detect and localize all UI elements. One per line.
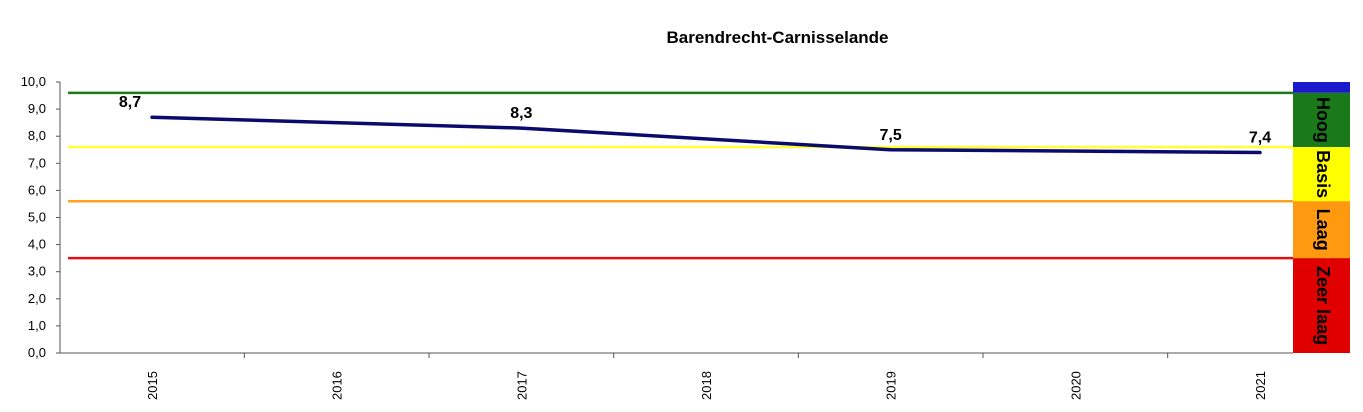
y-tick-label-3: 3,0 xyxy=(28,264,46,279)
data-label-2021: 7,4 xyxy=(1249,129,1271,146)
y-tick-label-10: 10,0 xyxy=(21,74,46,89)
x-tick-label-2018: 2018 xyxy=(699,371,714,400)
series-line-0 xyxy=(150,115,1262,155)
band-1 xyxy=(1293,92,1350,148)
band-label-3: Laag xyxy=(1313,209,1333,251)
y-tick-label-4: 4,0 xyxy=(28,237,46,252)
data-label-2015: 8,7 xyxy=(119,94,141,111)
chart-title: Barendrecht-Carnisselande xyxy=(666,28,889,47)
y-tick-label-6: 6,0 xyxy=(28,182,46,197)
data-point-2019 xyxy=(889,148,893,152)
data-label-2017: 8,3 xyxy=(510,105,532,122)
band-label-1: Hoog xyxy=(1313,97,1333,143)
x-tick-label-2020: 2020 xyxy=(1068,371,1083,400)
y-tick-label-0: 0,0 xyxy=(28,345,46,360)
band-label-2: Basis xyxy=(1313,150,1333,198)
band-4 xyxy=(1293,258,1350,353)
data-point-2015 xyxy=(150,115,154,119)
band-2 xyxy=(1293,147,1350,202)
x-tick-label-2019: 2019 xyxy=(884,371,899,400)
y-tick-label-5: 5,0 xyxy=(28,210,46,225)
x-tick-label-2016: 2016 xyxy=(330,371,345,400)
x-tick-label-2015: 2015 xyxy=(145,371,160,400)
y-tick-label-9: 9,0 xyxy=(28,101,46,116)
x-tick-label-2021: 2021 xyxy=(1253,371,1268,400)
data-point-2017 xyxy=(519,126,523,130)
data-point-2021 xyxy=(1258,150,1262,154)
data-label-2019: 7,5 xyxy=(880,127,902,144)
band-0 xyxy=(1293,82,1350,93)
y-tick-label-2: 2,0 xyxy=(28,291,46,306)
band-3 xyxy=(1293,201,1350,259)
band-label-4: Zeer laag xyxy=(1313,266,1333,345)
y-tick-label-1: 1,0 xyxy=(28,318,46,333)
x-tick-label-2017: 2017 xyxy=(514,371,529,400)
y-tick-label-7: 7,0 xyxy=(28,155,46,170)
y-tick-label-8: 8,0 xyxy=(28,128,46,143)
